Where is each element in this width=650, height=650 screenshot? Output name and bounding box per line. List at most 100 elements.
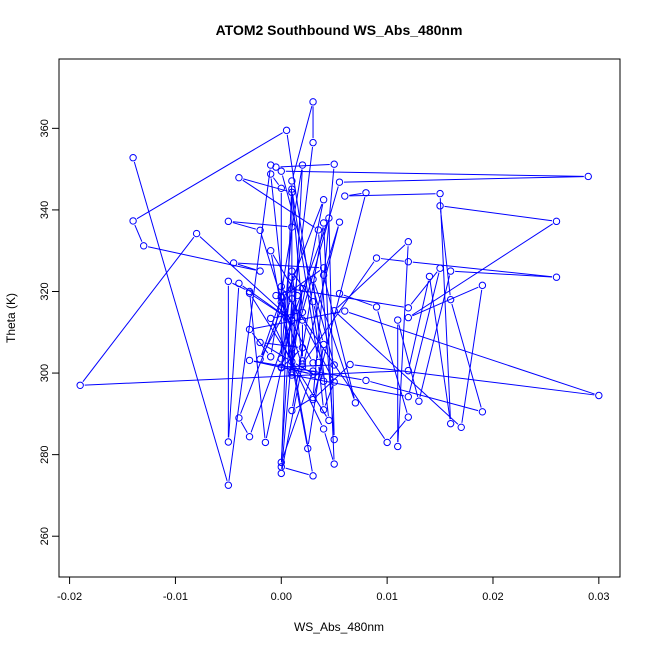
series-segment	[281, 175, 334, 361]
data-point	[256, 338, 264, 347]
series-segment	[242, 285, 289, 319]
data-point	[457, 423, 465, 432]
series-segment	[291, 293, 303, 368]
data-point	[552, 273, 561, 281]
series-segment	[444, 205, 553, 222]
series-segment	[380, 258, 404, 262]
series-segment	[370, 381, 479, 412]
data-point	[404, 238, 413, 246]
series-segment	[238, 262, 320, 269]
series-segment	[261, 302, 291, 356]
data-point	[314, 226, 323, 234]
series-segment	[314, 283, 355, 399]
data-point	[298, 363, 307, 371]
data-point	[404, 258, 413, 266]
x-tick-label: 0.02	[482, 591, 503, 603]
series-segment	[411, 223, 553, 316]
series-segment	[84, 370, 404, 386]
data-point	[362, 189, 370, 197]
series-segment	[281, 303, 293, 458]
data-point	[277, 469, 285, 478]
data-point	[235, 173, 243, 182]
series-segment	[389, 420, 406, 440]
series-segment	[281, 281, 292, 364]
data-point	[330, 306, 338, 315]
series-segment	[295, 399, 310, 409]
data-point	[288, 357, 296, 366]
data-point	[319, 340, 328, 349]
y-tick-label: 360	[39, 119, 51, 137]
series-segment	[343, 176, 584, 183]
x-tick-label: 0.03	[588, 591, 609, 603]
data-point	[129, 217, 137, 225]
data-point	[478, 408, 487, 416]
x-tick-label: 0.00	[271, 591, 292, 603]
data-point	[192, 229, 201, 238]
data-point	[335, 289, 344, 298]
data-point	[415, 397, 423, 405]
series-segment	[343, 294, 373, 306]
data-point	[314, 373, 323, 381]
data-point	[277, 355, 285, 363]
series-segment	[232, 222, 256, 230]
data-point	[436, 202, 444, 210]
data-point	[319, 377, 328, 385]
plot-frame	[58, 58, 621, 578]
data-point	[288, 367, 296, 376]
data-point	[330, 460, 338, 468]
y-tick-label: 260	[39, 527, 51, 545]
data-point	[298, 360, 307, 368]
data-point	[309, 393, 317, 402]
series-segment	[136, 132, 283, 220]
series-segment	[285, 170, 584, 177]
series-segment	[337, 313, 459, 425]
series-segment	[397, 246, 409, 443]
series-segment	[282, 305, 312, 360]
data-point	[266, 247, 275, 255]
series-segment	[270, 178, 292, 371]
series-segment	[455, 270, 553, 278]
series-segment	[354, 364, 595, 396]
series-segment	[349, 192, 362, 196]
data-point	[335, 218, 344, 226]
y-tick-label: 340	[39, 201, 51, 219]
data-point	[341, 192, 349, 200]
data-point	[288, 344, 296, 352]
data-point	[330, 435, 338, 444]
series-segment	[337, 244, 406, 308]
data-point	[319, 425, 328, 433]
series-segment	[240, 203, 323, 414]
data-point	[288, 273, 296, 281]
series-segment	[412, 286, 479, 317]
data-point	[330, 378, 338, 386]
series-segment	[315, 367, 348, 397]
y-axis-label: Theta (K)	[4, 293, 18, 343]
series-segment	[253, 295, 289, 319]
data-point	[298, 284, 307, 293]
series-segment	[240, 421, 248, 434]
data-point	[309, 395, 317, 404]
data-point	[330, 160, 338, 168]
series-segment	[285, 467, 309, 476]
data-point	[351, 399, 360, 407]
x-tick-label: -0.02	[57, 591, 82, 603]
series-segment	[228, 169, 271, 481]
data-point	[277, 167, 285, 175]
data-point	[76, 381, 84, 389]
data-point	[266, 314, 275, 323]
series-segment	[292, 193, 319, 359]
y-tick-label: 320	[39, 282, 51, 300]
series-segment	[328, 222, 335, 436]
series-segment	[82, 236, 195, 383]
data-point	[288, 371, 296, 379]
x-axis-label: WS_Abs_480nm	[294, 620, 384, 634]
data-point	[425, 272, 434, 281]
data-point	[330, 361, 338, 369]
series-segment	[243, 178, 288, 192]
data-point	[235, 279, 243, 288]
data-point	[309, 472, 317, 480]
series-segment	[232, 221, 288, 228]
series-segment	[377, 311, 408, 413]
data-point	[584, 172, 592, 181]
data-point	[319, 406, 328, 414]
